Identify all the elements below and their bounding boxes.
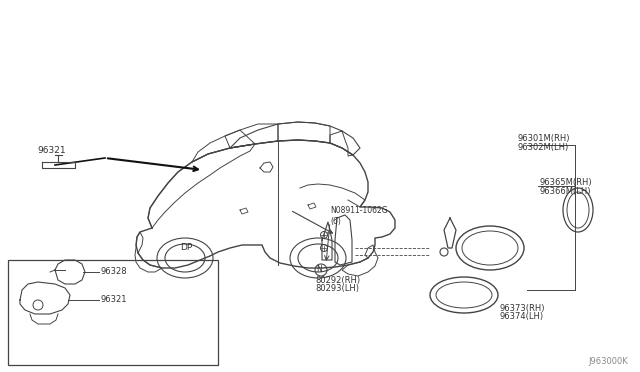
Text: DP: DP: [180, 244, 192, 253]
Text: 96321: 96321: [100, 295, 127, 305]
Text: 80293(LH): 80293(LH): [315, 283, 359, 292]
Text: 96301M(RH): 96301M(RH): [518, 134, 570, 142]
Text: N: N: [316, 266, 322, 275]
Text: 96373(RH): 96373(RH): [500, 304, 545, 312]
Text: 80292(RH): 80292(RH): [315, 276, 360, 285]
Text: 96366M(LH): 96366M(LH): [540, 186, 591, 196]
Text: N08911-1062G
(6): N08911-1062G (6): [330, 206, 388, 226]
Text: 96328: 96328: [100, 267, 127, 276]
Text: 96365M(RH): 96365M(RH): [540, 177, 593, 186]
Bar: [8, 260, 218, 365]
Text: 96302M(LH): 96302M(LH): [518, 142, 569, 151]
Text: 96374(LH): 96374(LH): [500, 312, 544, 321]
Text: 96321: 96321: [37, 145, 66, 154]
Text: J963000K: J963000K: [588, 357, 628, 366]
